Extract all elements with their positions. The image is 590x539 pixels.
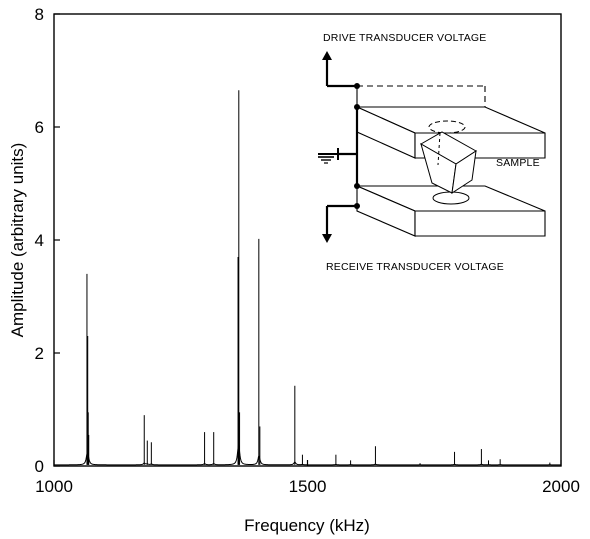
y-axis-ticks: 0 2 4 6 8: [35, 5, 60, 476]
y-tick-label: 4: [35, 231, 44, 250]
sample-cube-icon: [419, 131, 477, 195]
plot-frame: [53, 13, 562, 467]
y-tick-label: 2: [35, 344, 44, 363]
wiring: [325, 58, 359, 236]
upper-contact-ellipse: [428, 120, 466, 134]
drive-voltage-arrow-icon: [322, 51, 332, 60]
y-tick-label: 0: [35, 457, 44, 476]
junction-dots: [354, 83, 360, 209]
receive-voltage-arrow-icon: [322, 234, 332, 243]
x-tick-label: 1000: [35, 477, 73, 496]
y-tick-label: 8: [35, 5, 44, 24]
sample-label: SAMPLE: [496, 157, 540, 169]
y-axis-label: Amplitude (arbitrary units): [8, 143, 27, 338]
peak-marks: [86, 90, 551, 465]
receive-transducer-plate: [356, 185, 546, 237]
y-tick-label: 6: [35, 118, 44, 137]
x-axis-label: Frequency (kHz): [244, 516, 370, 535]
ground-icon: [318, 148, 339, 164]
x-axis-ticks: 1000 1500 2000: [35, 460, 580, 496]
x-tick-label: 1500: [289, 477, 327, 496]
transducer-setup-diagram: DRIVE TRANSDUCER VOLTAGE RECEIVE TRANSDU…: [318, 32, 546, 273]
drive-transducer-label: DRIVE TRANSDUCER VOLTAGE: [323, 32, 487, 44]
x-tick-label: 2000: [542, 477, 580, 496]
spectrum-series-line: [54, 444, 561, 466]
receive-transducer-label: RECEIVE TRANSDUCER VOLTAGE: [326, 261, 504, 273]
